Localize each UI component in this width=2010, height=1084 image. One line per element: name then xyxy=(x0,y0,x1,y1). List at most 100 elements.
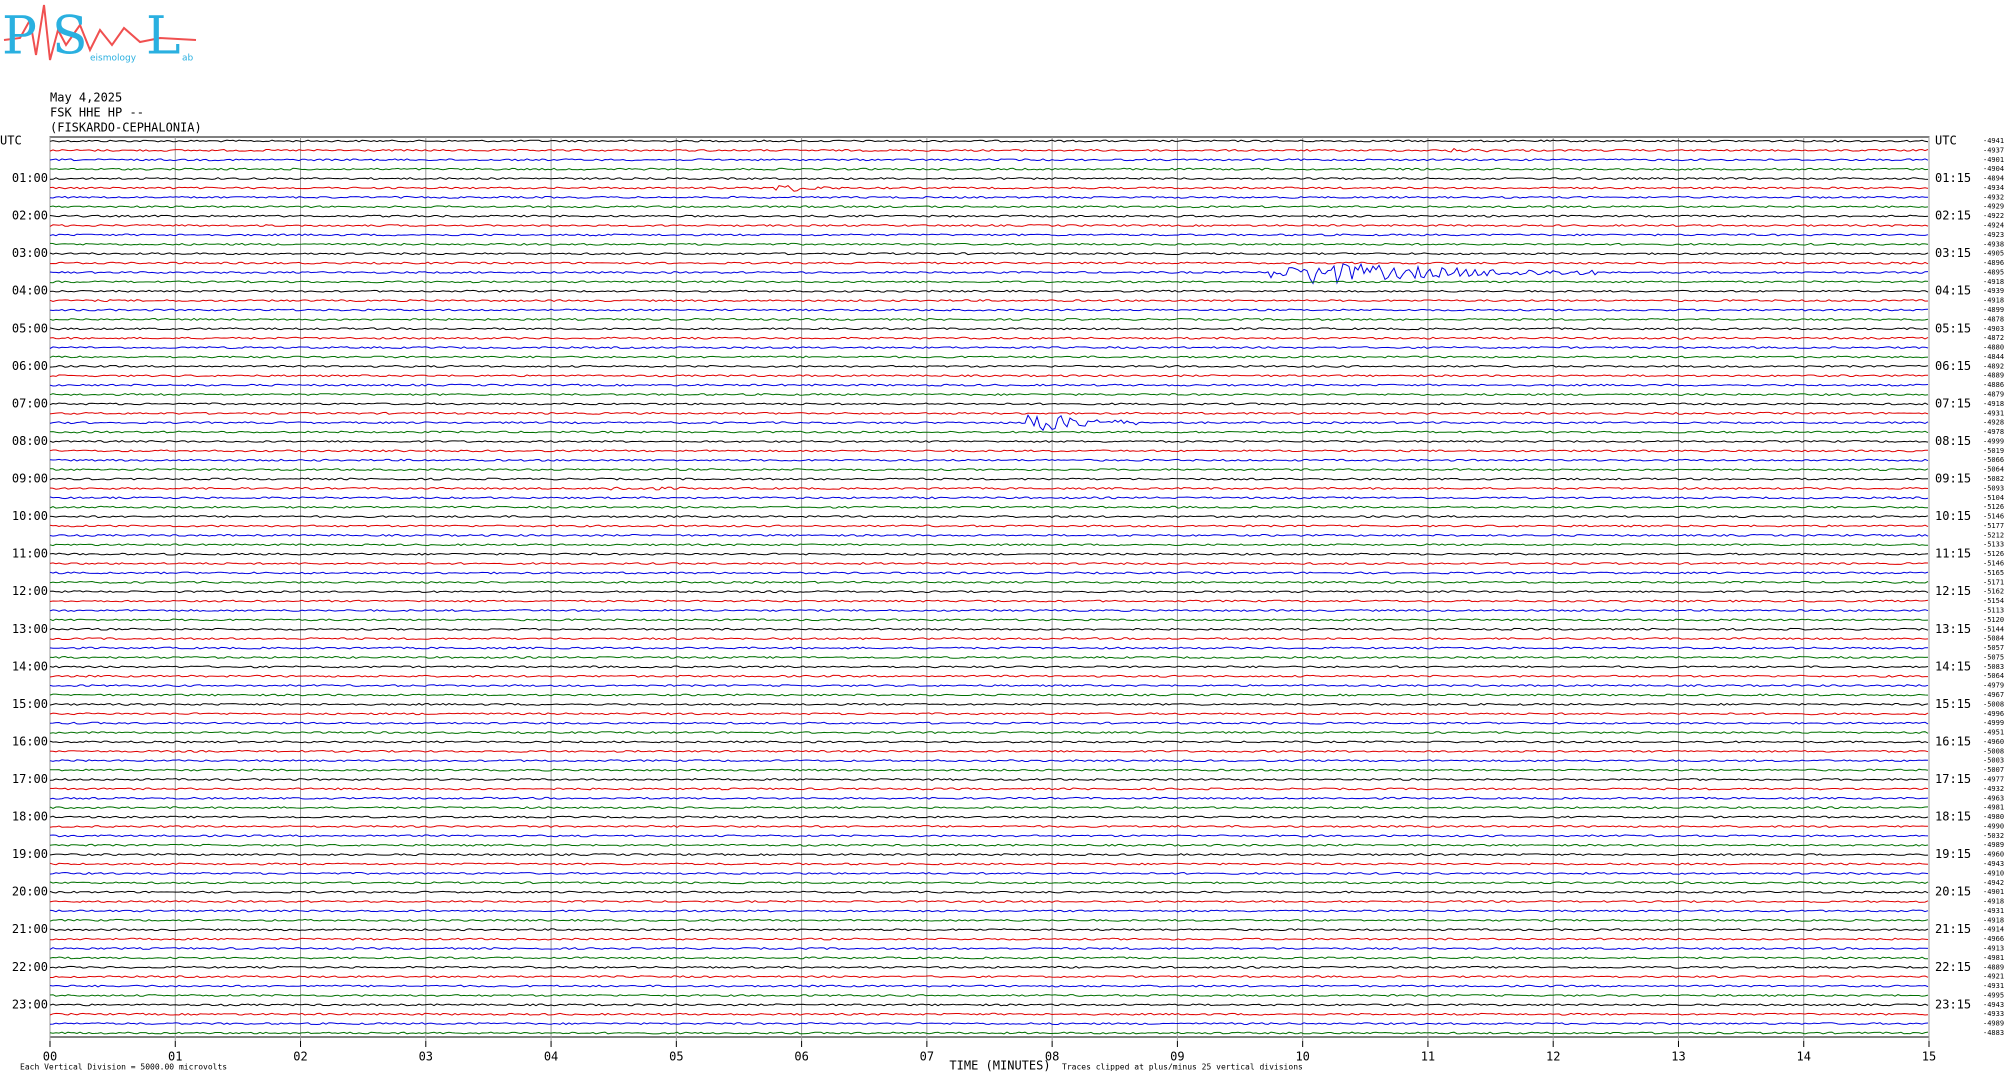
right-time-label: 04:15 xyxy=(1935,284,1971,298)
right-time-label: 20:15 xyxy=(1935,885,1971,899)
trace-offset: -5212 xyxy=(1983,531,2004,539)
trace-offset: -4889 xyxy=(1983,963,2004,971)
trace-offset: -4980 xyxy=(1983,813,2004,821)
right-time-label: 08:15 xyxy=(1935,434,1971,448)
trace-offset: -4960 xyxy=(1983,738,2004,746)
trace xyxy=(49,139,1929,143)
trace-offset: -5019 xyxy=(1983,447,2004,455)
right-time-label: 03:15 xyxy=(1935,246,1971,260)
right-time-label: 16:15 xyxy=(1935,734,1971,748)
trace xyxy=(49,627,1929,631)
logo-letter: S xyxy=(52,7,88,67)
traces xyxy=(49,139,1929,1035)
trace-offset: -4978 xyxy=(1983,428,2004,436)
trace xyxy=(49,317,1929,321)
trace-offset: -4879 xyxy=(1983,391,2004,399)
trace-offset: -5146 xyxy=(1983,560,2004,568)
left-time-label: 02:00 xyxy=(12,209,48,223)
trace-offset: -4918 xyxy=(1983,400,2004,408)
trace-offset: -4883 xyxy=(1983,1029,2004,1037)
right-time-label: 02:15 xyxy=(1935,209,1971,223)
trace-offset: -4931 xyxy=(1983,907,2004,915)
right-time-label: 01:15 xyxy=(1935,171,1971,185)
left-time-label: 15:00 xyxy=(12,697,48,711)
trace-offset: -4872 xyxy=(1983,334,2004,342)
left-time-label: 01:00 xyxy=(12,171,48,185)
left-time-label: 23:00 xyxy=(12,997,48,1011)
trace xyxy=(49,787,1929,791)
trace xyxy=(49,637,1929,641)
trace xyxy=(49,477,1929,481)
trace xyxy=(49,327,1929,331)
trace xyxy=(49,862,1929,866)
trace xyxy=(49,533,1929,537)
trace xyxy=(49,909,1929,913)
left-time-label: 04:00 xyxy=(12,284,48,298)
trace-offset: -5075 xyxy=(1983,653,2004,661)
trace-offset: -4928 xyxy=(1983,419,2004,427)
channel: FSK HHE HP -- xyxy=(50,106,144,120)
right-time-label: 17:15 xyxy=(1935,772,1971,786)
trace-offset: -5177 xyxy=(1983,522,2004,530)
left-time-label: 17:00 xyxy=(12,772,48,786)
right-time-label: 22:15 xyxy=(1935,960,1971,974)
right-time-label: 13:15 xyxy=(1935,622,1971,636)
left-time-label: 20:00 xyxy=(12,885,48,899)
trace-offset: -5064 xyxy=(1983,672,2004,680)
trace-offset: -4934 xyxy=(1983,184,2004,192)
trace xyxy=(49,599,1929,603)
trace-offset: -4844 xyxy=(1983,353,2004,361)
trace-offset: -4995 xyxy=(1983,991,2004,999)
x-tick-label: 11 xyxy=(1421,1050,1435,1064)
trace-offset: -4933 xyxy=(1983,1010,2004,1018)
trace-offset: -4889 xyxy=(1983,372,2004,380)
right-time-label: 18:15 xyxy=(1935,810,1971,824)
trace-offset: -5144 xyxy=(1983,625,2004,633)
trace xyxy=(49,871,1929,875)
trace-offset: -4960 xyxy=(1983,851,2004,859)
trace xyxy=(49,496,1929,500)
trace xyxy=(49,552,1929,556)
trace-offset: -4918 xyxy=(1983,898,2004,906)
x-tick-label: 14 xyxy=(1797,1050,1811,1064)
trace xyxy=(49,580,1929,584)
trace xyxy=(50,975,1929,979)
trace xyxy=(49,900,1929,903)
trace xyxy=(49,515,1929,519)
trace xyxy=(49,252,1929,256)
trace xyxy=(49,796,1929,800)
trace xyxy=(49,289,1929,293)
x-tick-label: 03 xyxy=(419,1050,433,1064)
trace-offset: -5133 xyxy=(1983,541,2004,549)
trace xyxy=(49,740,1929,744)
right-time-label: 23:15 xyxy=(1935,997,1971,1011)
trace xyxy=(49,308,1929,312)
left-time-label: 08:00 xyxy=(12,434,48,448)
trace-offset: -5165 xyxy=(1983,569,2004,577)
trace-offset: -4923 xyxy=(1983,231,2004,239)
trace-offset: -4903 xyxy=(1983,325,2004,333)
trace xyxy=(49,562,1929,565)
trace xyxy=(49,881,1929,885)
trace-offset: -4938 xyxy=(1983,240,2004,248)
x-tick-label: 06 xyxy=(794,1050,808,1064)
trace xyxy=(49,336,1929,340)
x-tick-label: 10 xyxy=(1295,1050,1309,1064)
trace-offset: -4999 xyxy=(1983,719,2004,727)
x-tick-label: 00 xyxy=(43,1050,57,1064)
right-time-label: 12:15 xyxy=(1935,584,1971,598)
left-time-label: 07:00 xyxy=(12,396,48,410)
x-tick-label: 15 xyxy=(1922,1050,1936,1064)
x-tick-label: 02 xyxy=(293,1050,307,1064)
trace-offset: -5154 xyxy=(1983,597,2004,605)
left-time-label: 21:00 xyxy=(12,922,48,936)
trace-offset: -5120 xyxy=(1983,616,2004,624)
trace-offset: -5146 xyxy=(1983,513,2004,521)
trace-offset: -4918 xyxy=(1983,297,2004,305)
trace xyxy=(50,937,1929,941)
trace xyxy=(49,147,1929,153)
trace xyxy=(49,411,1929,415)
right-time-label: 15:15 xyxy=(1935,697,1971,711)
